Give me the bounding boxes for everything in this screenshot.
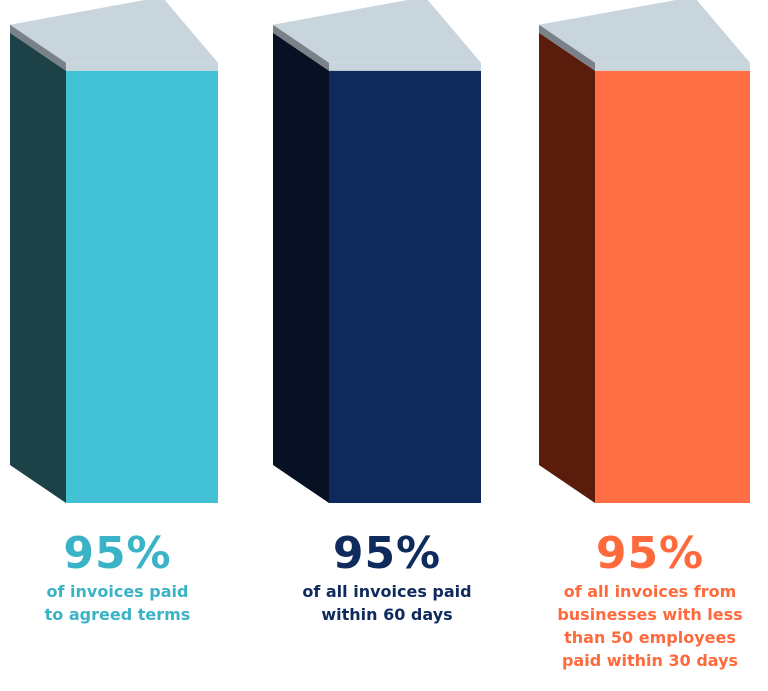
bar-side-face <box>273 32 329 503</box>
bar-top-edge-side <box>10 24 66 71</box>
stat-1-caption-line: to agreed terms <box>44 605 191 624</box>
bar-top-face <box>10 0 218 63</box>
bar-top-edge-side <box>539 24 595 71</box>
stat-3-caption-line: of all invoices from <box>563 582 737 601</box>
stat-1-caption: of invoices paid to agreed terms <box>10 580 225 626</box>
bar-top-edge-front <box>66 62 218 71</box>
stat-2-caption-line: of all invoices paid <box>302 582 472 601</box>
stat-2-value: 95% <box>332 528 442 579</box>
bar-3 <box>539 0 750 503</box>
bar-2 <box>273 0 481 503</box>
bar-side-face <box>10 32 66 503</box>
stat-1-caption-line: of invoices paid <box>46 582 189 601</box>
stat-3-caption: of all invoices from businesses with les… <box>535 580 765 672</box>
stat-2: 95% of all invoices paid within 60 days <box>272 528 502 626</box>
stat-3-caption-line: businesses with less <box>557 605 743 624</box>
bar-front-face <box>595 70 750 503</box>
bar-side-face <box>539 32 595 503</box>
bar-top-edge-side <box>273 24 329 71</box>
bar-top-edge-front <box>595 62 750 71</box>
stat-3-caption-line: paid within 30 days <box>561 651 739 670</box>
stat-2-caption-line: within 60 days <box>321 605 453 624</box>
stat-3-value: 95% <box>595 528 705 579</box>
bar-top-face <box>273 0 481 63</box>
stat-1: 95% of invoices paid to agreed terms <box>10 528 225 626</box>
bar-top-edge-front <box>329 62 481 71</box>
bar-front-face <box>66 70 218 503</box>
stat-1-value: 95% <box>63 528 172 579</box>
bar-1 <box>10 0 218 503</box>
stat-2-caption: of all invoices paid within 60 days <box>272 580 502 626</box>
stat-3-caption-line: than 50 employees <box>564 628 736 647</box>
bar-top-face <box>539 0 750 63</box>
bar-front-face <box>329 70 481 503</box>
stat-3: 95% of all invoices from businesses with… <box>535 528 765 672</box>
